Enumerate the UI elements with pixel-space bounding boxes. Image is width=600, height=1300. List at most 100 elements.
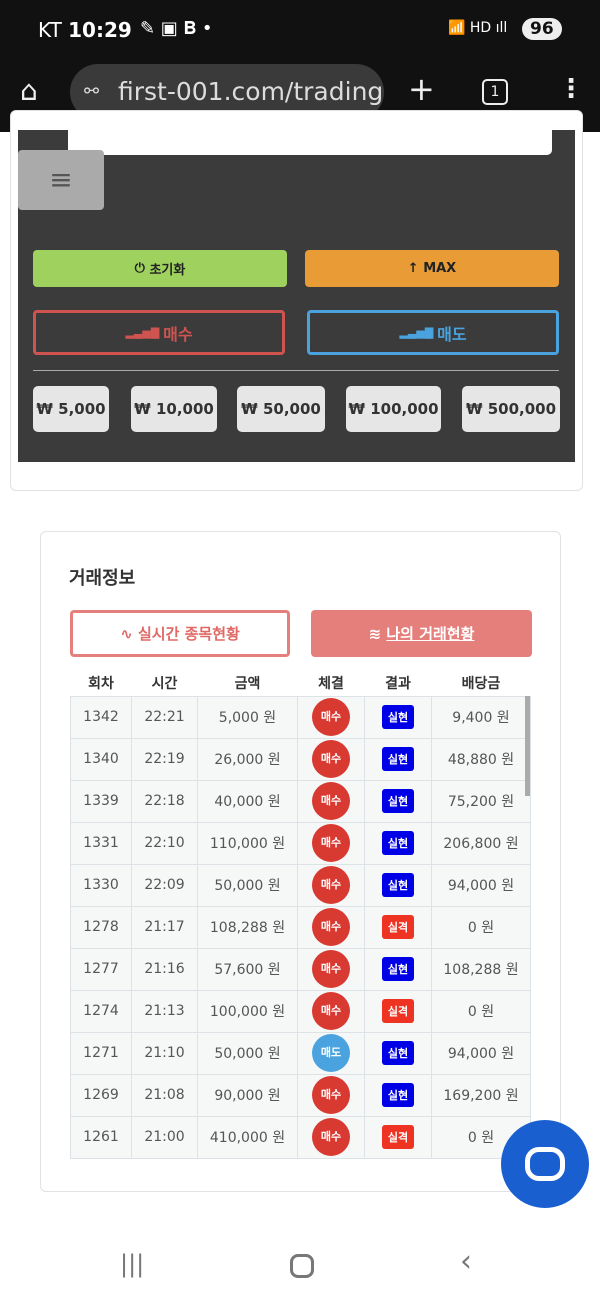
table-cell: 21:16 xyxy=(131,947,198,991)
table-cell: 매수 xyxy=(297,989,365,1033)
system-nav-bar: ||| ‹ xyxy=(0,1230,600,1300)
table-cell: 매수 xyxy=(297,863,365,907)
table-row: 1274 21:13 100,000 원 매수 실격 0 원 xyxy=(70,989,531,1033)
table-cell: 실현 xyxy=(364,821,432,865)
menu-icon[interactable]: ⋮ xyxy=(558,74,584,104)
side-badge: 매수 xyxy=(312,782,350,820)
table-cell: 1340 xyxy=(70,737,132,781)
sell-label: 매도 xyxy=(437,324,467,344)
side-badge: 매도 xyxy=(312,1034,350,1072)
result-badge: 실현 xyxy=(381,957,415,981)
table-cell: 26,000 원 xyxy=(197,737,298,781)
site-settings-icon[interactable]: ⚯ xyxy=(84,81,100,102)
table-cell: 0 원 xyxy=(431,989,531,1033)
back-icon[interactable]: ‹ xyxy=(460,1244,472,1279)
table-cell: 매수 xyxy=(297,1115,365,1159)
buy-label: 매수 xyxy=(163,324,193,344)
table-cell: 1274 xyxy=(70,989,132,1033)
reset-button[interactable]: ⏻ 초기화 xyxy=(33,250,287,287)
table-row: 1330 22:09 50,000 원 매수 실현 94,000 원 xyxy=(70,863,531,907)
notification-icons: ✎ ▣ 𝐁 • xyxy=(140,18,213,39)
power-icon: ⏻ xyxy=(134,261,150,276)
table-cell: 실격 xyxy=(364,1115,432,1159)
amount-input[interactable] xyxy=(68,130,552,155)
table-cell: 1277 xyxy=(70,947,132,991)
table-row: 1339 22:18 40,000 원 매수 실현 75,200 원 xyxy=(70,779,531,823)
table-cell: 90,000 원 xyxy=(197,1073,298,1117)
amount-button-500000[interactable]: ₩ 500,000 xyxy=(462,386,560,432)
table-cell: 40,000 원 xyxy=(197,779,298,823)
signal-bars-icon: ▂▃▅▇ xyxy=(125,326,164,339)
table-cell: 실현 xyxy=(364,737,432,781)
column-header: 배당금 xyxy=(461,675,501,692)
table-row: 1271 21:10 50,000 원 매도 실현 94,000 원 xyxy=(70,1031,531,1075)
table-cell: 0 원 xyxy=(431,905,531,949)
table-cell: 실현 xyxy=(364,1073,432,1117)
table-cell: 9,400 원 xyxy=(431,695,531,739)
table-cell: 21:08 xyxy=(131,1073,198,1117)
amount-button-10000[interactable]: ₩ 10,000 xyxy=(131,386,217,432)
table-cell: 50,000 원 xyxy=(197,1031,298,1075)
table-cell: 50,000 원 xyxy=(197,863,298,907)
column-header: 결과 xyxy=(385,675,411,692)
url-text: first-001.com/trading xyxy=(118,77,384,106)
chat-button[interactable] xyxy=(501,1120,589,1208)
table-cell: 실격 xyxy=(364,989,432,1033)
amount-button-100000[interactable]: ₩ 100,000 xyxy=(346,386,441,432)
tab-my-trades[interactable]: ≋ 나의 거래현황 xyxy=(311,610,532,657)
table-cell: 실현 xyxy=(364,695,432,739)
tab-realtime-label: 실시간 종목현황 xyxy=(137,625,240,643)
result-badge: 실현 xyxy=(381,747,415,771)
result-badge: 실격 xyxy=(381,1125,415,1149)
side-badge: 매수 xyxy=(312,908,350,946)
side-badge: 매수 xyxy=(312,866,350,904)
table-cell: 206,800 원 xyxy=(431,821,531,865)
section-title: 거래정보 xyxy=(69,568,136,589)
table-cell: 22:19 xyxy=(131,737,198,781)
sell-button[interactable]: ▂▃▅▇ 매도 xyxy=(307,310,559,355)
side-badge: 매수 xyxy=(312,1118,350,1156)
signal-icon: 📶 HD ıll xyxy=(448,20,508,36)
tab-switcher-button[interactable]: 1 xyxy=(482,79,508,105)
result-badge: 실현 xyxy=(381,1083,415,1107)
result-badge: 실현 xyxy=(381,1041,415,1065)
carrier-time: KT 10:29 xyxy=(38,18,132,42)
home-icon[interactable]: ⌂ xyxy=(20,74,38,107)
home-nav-icon[interactable] xyxy=(290,1254,314,1278)
chat-icon xyxy=(525,1147,565,1181)
table-cell: 21:13 xyxy=(131,989,198,1033)
recent-apps-icon[interactable]: ||| xyxy=(120,1250,145,1278)
side-badge: 매수 xyxy=(312,698,350,736)
table-cell: 1339 xyxy=(70,779,132,823)
amount-button-50000[interactable]: ₩ 50,000 xyxy=(237,386,325,432)
table-cell: 매수 xyxy=(297,695,365,739)
scrollbar[interactable] xyxy=(525,696,530,796)
table-cell: 1331 xyxy=(70,821,132,865)
status-bar: KT 10:29 ✎ ▣ 𝐁 • 📶 HD ıll 96 xyxy=(0,0,600,62)
max-button[interactable]: ↑ MAX xyxy=(305,250,559,287)
new-tab-icon[interactable]: + xyxy=(408,70,435,108)
table-cell: 108,288 원 xyxy=(197,905,298,949)
table-row: 1340 22:19 26,000 원 매수 실현 48,880 원 xyxy=(70,737,531,781)
table-cell: 1330 xyxy=(70,863,132,907)
table-cell: 1261 xyxy=(70,1115,132,1159)
table-cell: 108,288 원 xyxy=(431,947,531,991)
buy-button[interactable]: ▂▃▅▇ 매수 xyxy=(33,310,285,355)
result-badge: 실격 xyxy=(381,915,415,939)
reset-label: 초기화 xyxy=(149,263,186,278)
tab-realtime[interactable]: ∿ 실시간 종목현황 xyxy=(70,610,290,657)
trade-table-viewport[interactable]: 회차 시간 금액 체결 결과 배당금 1342 22:21 5,000 원 매수 실현 9,400 … xyxy=(70,670,532,1161)
table-cell: 22:18 xyxy=(131,779,198,823)
arrow-up-icon: ↑ xyxy=(407,261,424,276)
hamburger-menu-button[interactable]: ≡ xyxy=(18,150,104,210)
result-badge: 실현 xyxy=(381,705,415,729)
amount-button-5000[interactable]: ₩ 5,000 xyxy=(33,386,109,432)
table-cell: 22:21 xyxy=(131,695,198,739)
table-cell: 실현 xyxy=(364,1031,432,1075)
tab-my-trades-label: 나의 거래현황 xyxy=(386,625,475,643)
divider xyxy=(33,370,559,371)
table-cell: 21:10 xyxy=(131,1031,198,1075)
table-cell: 1342 xyxy=(70,695,132,739)
table-cell: 75,200 원 xyxy=(431,779,531,823)
table-row: 1269 21:08 90,000 원 매수 실현 169,200 원 xyxy=(70,1073,531,1117)
